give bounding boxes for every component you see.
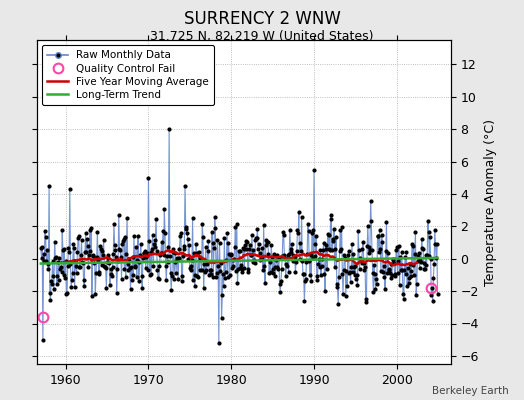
Text: 31.725 N, 82.219 W (United States): 31.725 N, 82.219 W (United States): [150, 30, 374, 43]
Y-axis label: Temperature Anomaly (°C): Temperature Anomaly (°C): [484, 118, 497, 286]
Text: SURRENCY 2 WNW: SURRENCY 2 WNW: [183, 10, 341, 28]
Legend: Raw Monthly Data, Quality Control Fail, Five Year Moving Average, Long-Term Tren: Raw Monthly Data, Quality Control Fail, …: [42, 45, 214, 105]
Text: Berkeley Earth: Berkeley Earth: [432, 386, 508, 396]
